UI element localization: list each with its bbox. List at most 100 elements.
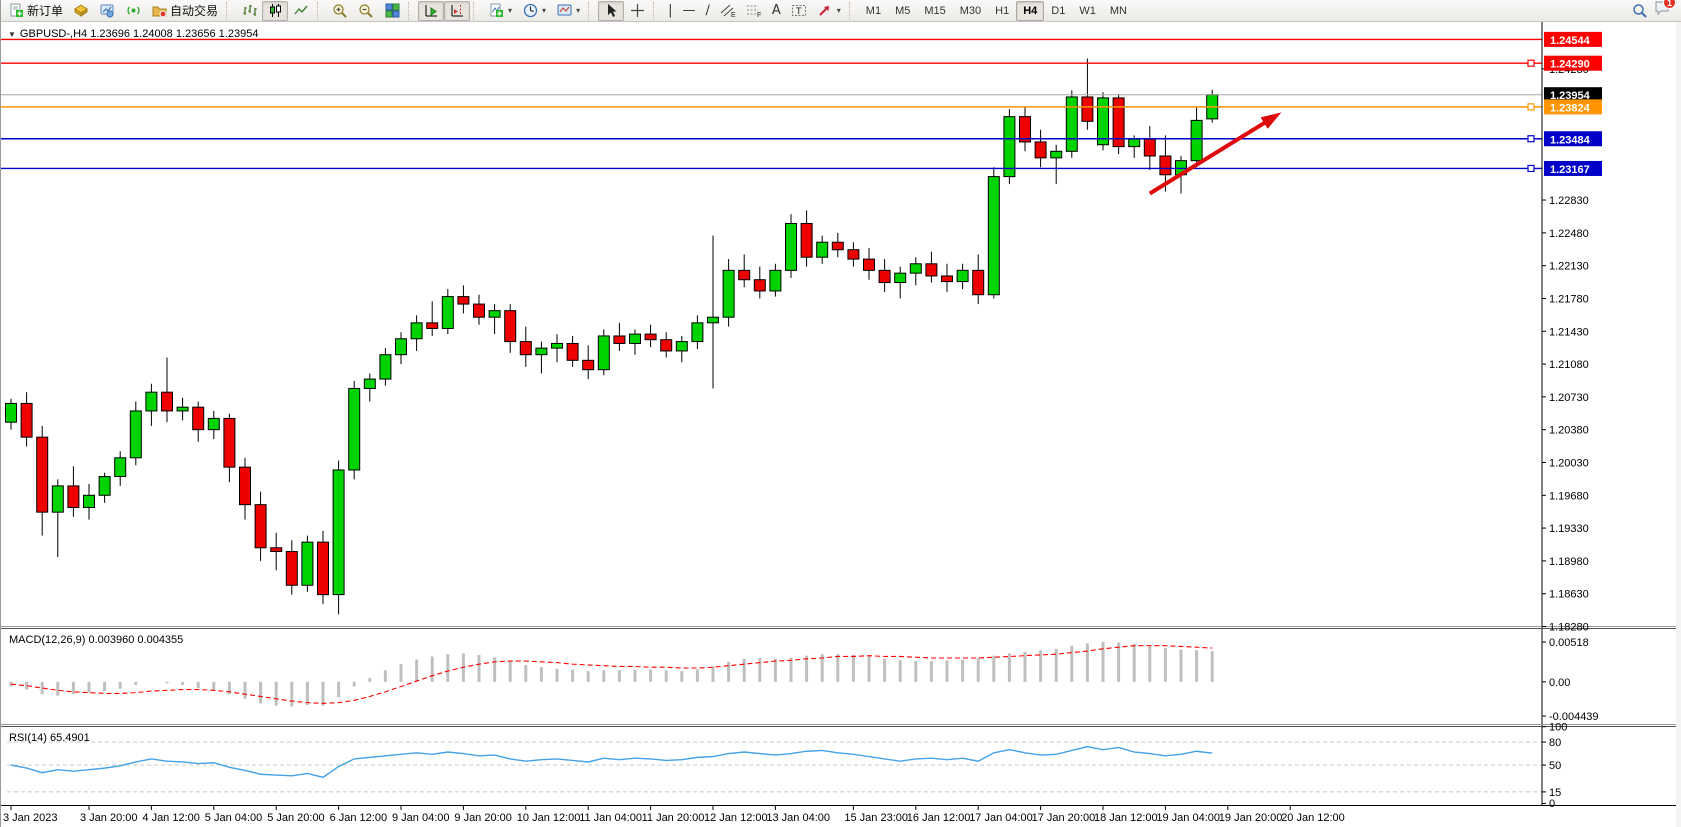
line-chart-button[interactable] [288, 1, 314, 21]
chart-menu-icon[interactable]: ▼ [8, 29, 16, 39]
svg-text:5 Jan 20:00: 5 Jan 20:00 [267, 812, 325, 824]
tile-windows-icon [384, 3, 400, 19]
templates-button[interactable]: ▾ [551, 1, 585, 21]
chart-window: 1.242301.228301.224801.221301.217801.214… [1, 22, 1681, 827]
svg-text:1.20380: 1.20380 [1549, 425, 1589, 437]
chevron-down-icon: ▾ [576, 6, 581, 15]
chart-shift-icon [449, 3, 465, 19]
chart-shift-button[interactable] [444, 0, 471, 21]
price-badge [1544, 160, 1602, 176]
toolbar-separator [588, 1, 595, 20]
text-icon: A [771, 3, 781, 18]
arrows-icon [817, 3, 833, 19]
vertical-line-button[interactable]: | [663, 1, 677, 21]
svg-text:0: 0 [1549, 798, 1555, 810]
svg-text:1.19680: 1.19680 [1549, 490, 1589, 502]
svg-text:50: 50 [1549, 760, 1561, 772]
text-label-button[interactable]: T [786, 1, 812, 21]
bar-chart-icon [241, 3, 257, 19]
metaeditor-button[interactable] [68, 1, 94, 21]
price-badge [1544, 99, 1602, 115]
timeframe-button-D1[interactable]: D1 [1051, 4, 1066, 17]
price-chart[interactable]: 1.242301.228301.224801.221301.217801.214… [1, 22, 1681, 827]
svg-text:3 Jan 2023: 3 Jan 2023 [3, 812, 57, 824]
vertical-line-icon: | [668, 3, 673, 18]
svg-text:16 Jan 12:00: 16 Jan 12:00 [907, 812, 971, 824]
search-button[interactable] [1627, 1, 1653, 21]
new-order-label: 新订单 [27, 4, 64, 18]
svg-text:1.24290: 1.24290 [1550, 59, 1590, 71]
trendline-icon: ∕ [705, 3, 710, 18]
line-chart-icon [293, 3, 309, 19]
timeframe-button-M15[interactable]: M15 [924, 4, 946, 17]
svg-text:1.19330: 1.19330 [1549, 523, 1589, 535]
timeframe-button-M1[interactable]: M1 [865, 4, 882, 17]
auto-scroll-button[interactable] [418, 0, 445, 21]
svg-text:17 Jan 20:00: 17 Jan 20:00 [1032, 812, 1096, 824]
rsi-line [10, 745, 1213, 779]
line-tools-group [598, 0, 650, 22]
svg-text:1.22480: 1.22480 [1549, 228, 1589, 240]
svg-text:18 Jan 12:00: 18 Jan 12:00 [1094, 812, 1158, 824]
price-badge [1544, 31, 1602, 47]
cursor-button[interactable] [598, 0, 625, 21]
timeframe-button-M30[interactable]: M30 [959, 4, 982, 17]
timeframe-button-MN[interactable]: MN [1109, 4, 1127, 17]
svg-text:1.21080: 1.21080 [1549, 359, 1589, 371]
auto-trading-button[interactable]: 自动交易 [146, 1, 223, 21]
chart-title-text: GBPUSD-,H4 1.23696 1.24008 1.23656 1.239… [19, 28, 259, 40]
crosshair-button[interactable] [624, 1, 650, 21]
toolbar: 新订单 自动交易 [1, 0, 1681, 22]
svg-text:1.23954: 1.23954 [1550, 90, 1591, 102]
timeframe-button-M5[interactable]: M5 [895, 4, 911, 17]
crosshair-icon [629, 3, 645, 19]
svg-text:15 Jan 23:00: 15 Jan 23:00 [844, 812, 908, 824]
fibonacci-button[interactable]: F [741, 1, 767, 21]
new-order-button[interactable]: 新订单 [3, 1, 68, 21]
search-icon [1632, 3, 1648, 19]
chevron-down-icon: ▾ [836, 6, 841, 15]
svg-text:1.18280: 1.18280 [1549, 621, 1589, 633]
svg-text:15: 15 [1549, 787, 1561, 799]
timeframe-button-H1[interactable]: H1 [995, 4, 1010, 17]
insert-group: ▾ ▾ ▾ [483, 0, 585, 22]
indicators-button[interactable]: ▾ [483, 1, 517, 21]
svg-text:13 Jan 04:00: 13 Jan 04:00 [766, 812, 830, 824]
chat-button[interactable]: 1 [1654, 0, 1676, 21]
horizontal-line-button[interactable]: — [677, 1, 700, 21]
svg-text:1.21430: 1.21430 [1549, 326, 1589, 338]
tile-windows-button[interactable] [379, 1, 405, 21]
timeframe-button-H4[interactable]: H4 [1016, 0, 1045, 21]
arrows-button[interactable]: ▾ [812, 1, 846, 21]
zoom-out-button[interactable] [353, 1, 379, 21]
svg-text:1.22830: 1.22830 [1549, 195, 1589, 207]
chart-type-group [236, 0, 314, 22]
candlestick-chart-icon [267, 3, 283, 19]
svg-text:1.21780: 1.21780 [1549, 293, 1589, 305]
chevron-down-icon: ▾ [508, 6, 513, 15]
bar-chart-button[interactable] [236, 1, 262, 21]
auto-trading-icon [151, 3, 167, 19]
svg-text:100: 100 [1549, 722, 1567, 734]
candlestick-chart-button[interactable] [262, 0, 289, 21]
text-label-icon: T [791, 3, 807, 19]
svg-text:1.24544: 1.24544 [1550, 35, 1591, 47]
price-badge [1544, 87, 1602, 102]
zoom-in-button[interactable] [327, 1, 353, 21]
equidistant-channel-button[interactable]: E [715, 1, 741, 21]
signals-button[interactable] [120, 1, 146, 21]
strategy-tester-button[interactable] [94, 1, 120, 21]
periods-button[interactable]: ▾ [517, 1, 551, 21]
svg-text:19 Jan 20:00: 19 Jan 20:00 [1219, 812, 1283, 824]
text-button[interactable]: A [767, 1, 786, 21]
auto-trading-label: 自动交易 [170, 4, 219, 18]
svg-text:12 Jan 12:00: 12 Jan 12:00 [704, 812, 768, 824]
level-drag-handle [1527, 135, 1535, 143]
zoom-group [327, 0, 405, 22]
trendline-button[interactable]: ∕ [700, 1, 714, 21]
timeframe-button-W1[interactable]: W1 [1079, 4, 1096, 17]
svg-text:1.23167: 1.23167 [1550, 164, 1590, 176]
svg-text:10 Jan 12:00: 10 Jan 12:00 [517, 812, 581, 824]
svg-text:19 Jan 04:00: 19 Jan 04:00 [1156, 812, 1220, 824]
